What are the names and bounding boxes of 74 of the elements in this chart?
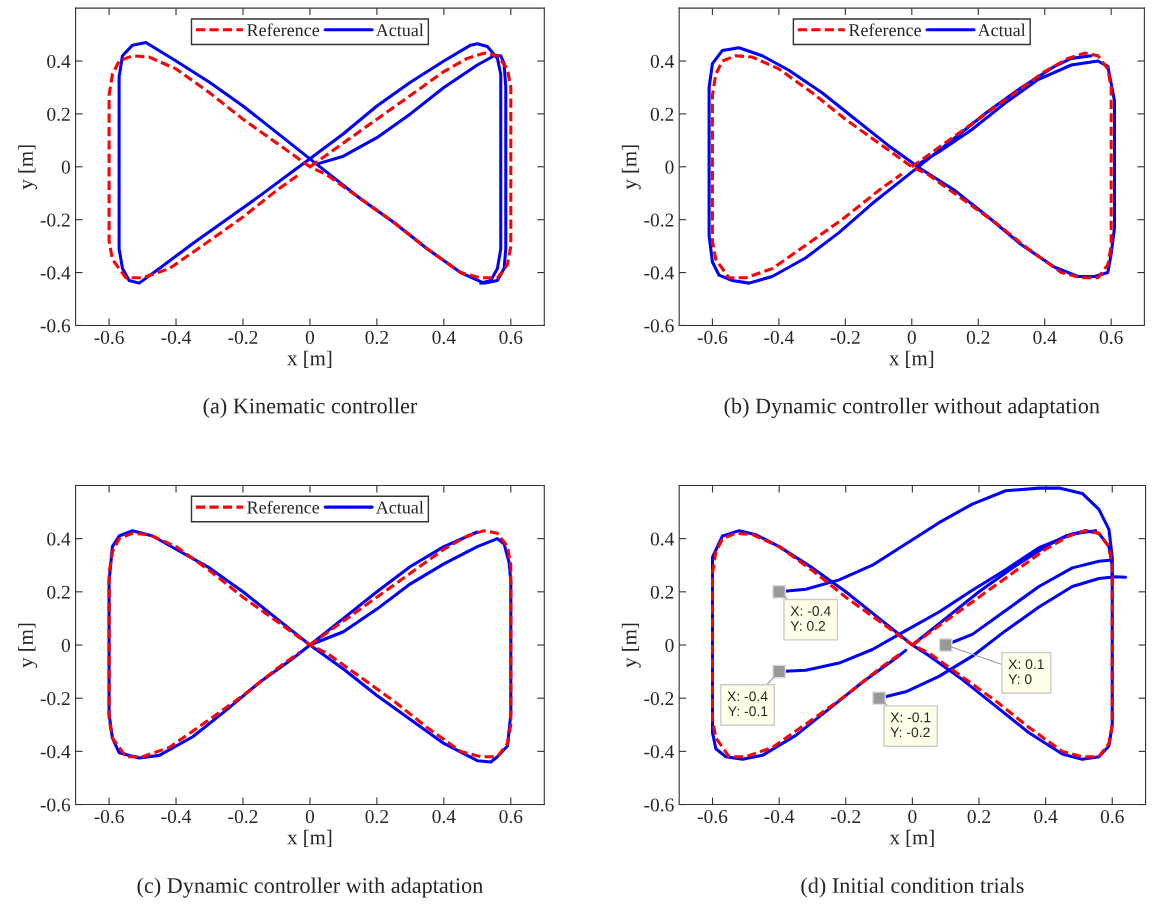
y-tick-label: 0 bbox=[61, 160, 70, 174]
x-axis-title: x [m] bbox=[889, 350, 934, 368]
y-tick-label: 0.2 bbox=[650, 107, 674, 121]
y-tick-label: 0.2 bbox=[47, 107, 70, 121]
y-tick-label: 0 bbox=[665, 160, 674, 174]
y-tick-label: -0.6 bbox=[644, 798, 674, 812]
x-axis-title: x [m] bbox=[287, 829, 332, 848]
x-tick-label: 0.2 bbox=[365, 809, 388, 824]
x-tick-label: 0.2 bbox=[967, 809, 991, 824]
y-tick-label: 0.4 bbox=[47, 54, 71, 69]
y-tick-label: -0.6 bbox=[40, 319, 71, 333]
y-tick-label: 0.2 bbox=[650, 585, 674, 599]
x-tick-label: 0.6 bbox=[1099, 330, 1123, 345]
y-axis-title: y [m] bbox=[18, 145, 38, 190]
x-axis-title: x [m] bbox=[889, 829, 934, 848]
y-tick-label: -0.4 bbox=[644, 266, 675, 280]
x-tick-label: -0.6 bbox=[94, 330, 124, 345]
y-tick-label: -0.2 bbox=[644, 692, 674, 706]
text: (d) Initial condition trials bbox=[801, 877, 1024, 898]
y-tick-label: -0.4 bbox=[644, 745, 675, 759]
legend-label: Actual bbox=[375, 23, 424, 37]
x-tick-label: 0.6 bbox=[499, 809, 523, 824]
x-tick-label: 0.2 bbox=[365, 330, 388, 345]
y-tick-label: 0 bbox=[61, 638, 70, 652]
x-axis-title: x [m] bbox=[287, 350, 332, 368]
y-tick-label: 0.4 bbox=[47, 532, 71, 546]
annotation: X: -0.4 Y: 0.2 bbox=[790, 606, 831, 631]
x-tick-label: 0.2 bbox=[966, 330, 990, 345]
x-tick-label: -0.6 bbox=[697, 330, 728, 345]
y-tick-label: -0.6 bbox=[644, 319, 674, 333]
x-tick-label: 0 bbox=[305, 330, 315, 344]
y-tick-label: 0.4 bbox=[650, 532, 675, 546]
x-tick-label: -0.4 bbox=[764, 330, 794, 345]
y-tick-label: 0 bbox=[665, 638, 674, 652]
y-tick-label: -0.6 bbox=[40, 798, 71, 812]
x-tick-label: 0 bbox=[305, 809, 315, 824]
x-tick-label: 0.4 bbox=[1033, 330, 1057, 345]
legend-label: Actual bbox=[375, 500, 424, 514]
x-tick-label: -0.4 bbox=[161, 330, 192, 345]
y-tick-label: 0.2 bbox=[47, 585, 70, 599]
annotation: X: -0.4 Y: -0.1 bbox=[727, 691, 768, 717]
x-tick-label: -0.6 bbox=[94, 809, 124, 824]
x-tick-label: -0.2 bbox=[830, 330, 860, 345]
x-tick-label: -0.4 bbox=[161, 809, 192, 824]
y-tick-label: 0.4 bbox=[650, 54, 675, 69]
x-tick-label: 0.6 bbox=[1100, 809, 1124, 824]
y-axis-title: y [m] bbox=[18, 623, 38, 668]
legend-label: Reference bbox=[247, 500, 320, 514]
legend-label: Reference bbox=[848, 23, 921, 37]
x-tick-label: -0.2 bbox=[228, 330, 258, 345]
x-tick-label: -0.2 bbox=[228, 809, 258, 824]
y-tick-label: -0.2 bbox=[40, 692, 70, 706]
x-tick-label: 0.6 bbox=[499, 330, 523, 345]
y-axis-title: y [m] bbox=[621, 145, 641, 190]
x-tick-label: 0.4 bbox=[432, 330, 456, 345]
annotation: X: 0.1 Y: 0 bbox=[1008, 659, 1044, 685]
text: (a) Kinematic controller bbox=[203, 397, 418, 419]
x-tick-label: 0.4 bbox=[432, 809, 456, 824]
text: (c) Dynamic controller with adaptation bbox=[137, 877, 483, 898]
x-tick-label: 0.4 bbox=[1034, 809, 1058, 824]
text: (b) Dynamic controller without adaptation bbox=[724, 397, 1100, 419]
x-tick-label: -0.4 bbox=[764, 809, 795, 824]
x-tick-label: -0.6 bbox=[697, 809, 728, 824]
y-axis-title: y [m] bbox=[621, 623, 641, 668]
x-tick-label: 0 bbox=[907, 330, 916, 344]
annotation: X: -0.1 Y: -0.2 bbox=[890, 712, 931, 738]
y-tick-label: -0.4 bbox=[40, 745, 71, 759]
y-tick-label: -0.2 bbox=[40, 213, 70, 227]
y-tick-label: -0.2 bbox=[644, 213, 674, 227]
legend-label: Reference bbox=[247, 23, 320, 37]
legend-label: Actual bbox=[977, 23, 1026, 37]
x-tick-label: 0 bbox=[908, 809, 917, 824]
x-tick-label: -0.2 bbox=[831, 809, 861, 824]
y-tick-label: -0.4 bbox=[40, 266, 71, 280]
